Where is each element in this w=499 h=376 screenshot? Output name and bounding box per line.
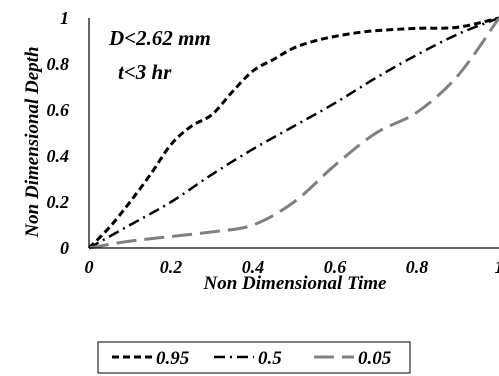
x-tick-label: 0.2: [160, 257, 183, 277]
series-line-2: [88, 17, 499, 250]
x-tick-label: 0.8: [406, 257, 429, 277]
y-tick-label: 0.2: [47, 192, 70, 212]
y-tick-label: 1: [60, 8, 69, 28]
y-tick-label: 0.4: [47, 146, 70, 166]
series-line-0: [87, 16, 499, 250]
series-line-1: [88, 16, 499, 250]
x-tick-label: 0: [85, 257, 94, 277]
y-tick-label: 0.6: [47, 100, 70, 120]
y-tick-label: 0.8: [47, 54, 70, 74]
plot-lines: [87, 16, 499, 250]
legend: 0.95 0.5 0.05: [97, 341, 411, 374]
x-tick-label: 0.6: [324, 257, 347, 277]
y-tick-labels: 0 0.2 0.4 0.6 0.8 1: [47, 8, 70, 258]
annotation-time: t<3 hr: [118, 60, 172, 84]
x-tick-labels: 0 0.2 0.4 0.6 0.8 1: [85, 257, 499, 277]
legend-label: 0.5: [258, 348, 282, 369]
y-tick-label: 0: [60, 238, 69, 258]
legend-label: 0.05: [358, 348, 392, 369]
y-axis-label: Non Dimensional Depth: [22, 46, 43, 238]
legend-label: 0.95: [156, 348, 190, 369]
x-tick-label: 0.4: [242, 257, 265, 277]
legend-items: 0.95 0.5 0.05: [112, 348, 392, 369]
annotation-diameter: D<2.62 mm: [108, 26, 211, 50]
x-axis-label: Non Dimensional Time: [203, 273, 388, 294]
x-tick-label: 1: [495, 257, 499, 277]
